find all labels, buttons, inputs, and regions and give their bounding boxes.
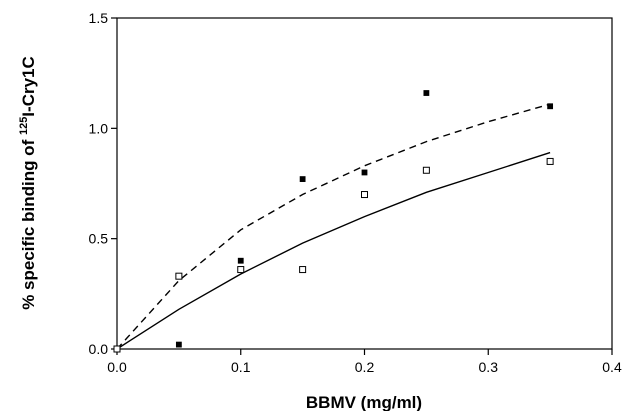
x-tick-label: 0.1	[231, 359, 251, 375]
y-axis-title-prefix: % specific binding of	[19, 135, 38, 310]
fit-curves	[116, 103, 551, 350]
x-tick-label: 0.0	[107, 359, 127, 375]
y-tick-label: 0.5	[89, 231, 109, 247]
filled-square-marker	[423, 90, 430, 96]
y-tick-label: 1.0	[89, 120, 109, 136]
open-square-marker	[299, 266, 307, 274]
y-axis-title-suffix: I-Cry1C	[19, 56, 38, 116]
x-tick-label: 0.3	[479, 359, 499, 375]
y-axis-title: % specific binding of 125I-Cry1C	[18, 56, 38, 310]
filled-square-marker	[299, 176, 306, 182]
open-square-marker	[175, 272, 183, 280]
open-square-marker	[113, 345, 121, 353]
x-axis-title: BBMV (mg/ml)	[306, 393, 422, 411]
filled-square-marker	[547, 103, 554, 110]
open-square-marker	[546, 157, 554, 165]
x-tick-label: 0.4	[602, 359, 622, 375]
y-tick-label: 1.5	[89, 10, 109, 26]
plot-area-frame	[116, 17, 613, 350]
filled-square-marker	[361, 169, 368, 176]
filled-square-marker	[237, 257, 244, 264]
open-square-marker	[361, 191, 368, 199]
open-square-marker	[237, 266, 245, 274]
open-square-marker	[422, 166, 430, 174]
y-axis-title-superscript: 125	[18, 117, 30, 135]
data-points	[113, 90, 554, 353]
y-tick-label: 0.0	[89, 341, 109, 357]
filled-square-marker	[175, 341, 182, 348]
axes: 0.0 0.1 0.2 0.3 0.4 0.0 0.5 1.0 1.5	[89, 10, 622, 375]
fit-curve-solid	[116, 151, 551, 350]
fit-curve-dashed	[116, 103, 551, 350]
x-tick-label: 0.2	[355, 359, 375, 375]
